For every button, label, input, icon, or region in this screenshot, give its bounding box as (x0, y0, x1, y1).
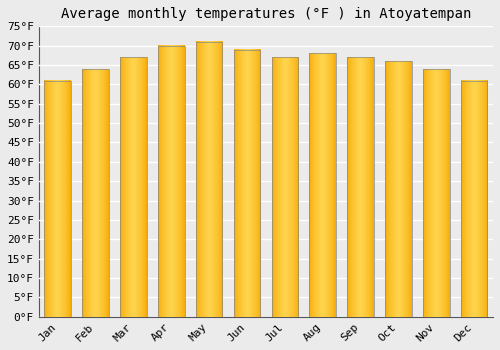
Bar (44, 80, 71, 317)
Bar (158, 46, 184, 317)
Bar (385, 61, 411, 317)
Bar (196, 42, 222, 317)
Title: Average monthly temperatures (°F ) in Atoyatempan: Average monthly temperatures (°F ) in At… (60, 7, 471, 21)
Bar (82, 69, 109, 317)
Bar (120, 57, 146, 317)
Bar (423, 69, 450, 317)
Bar (234, 49, 260, 317)
Bar (348, 57, 374, 317)
Bar (310, 54, 336, 317)
Bar (272, 57, 298, 317)
Bar (461, 80, 487, 317)
